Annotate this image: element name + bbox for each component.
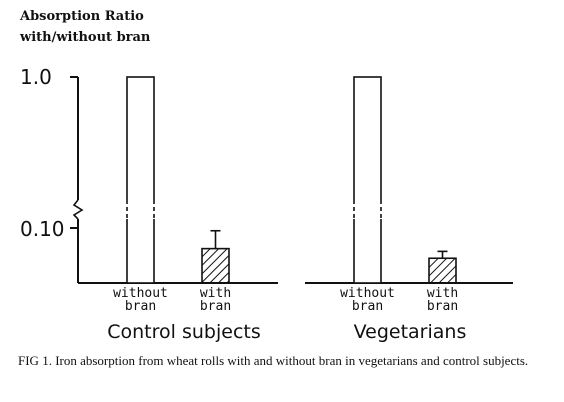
- y-tick-label-1: 1.0: [20, 65, 52, 89]
- category-label-2-1-1: without: [340, 286, 395, 301]
- bar-2-2: [428, 257, 457, 284]
- bar-1-2: [201, 247, 230, 284]
- category-label-1-2-2: bran: [200, 299, 231, 314]
- y-axis-label-line-1: Absorption Ratio: [19, 9, 144, 24]
- y-axis-break: [72, 199, 84, 220]
- category-label-1-1-1: without: [113, 286, 168, 301]
- category-label-1-2-1: with: [200, 286, 231, 301]
- panel-label-control: Control subjects: [107, 321, 260, 343]
- y-tick-label-0.10: 0.10: [20, 217, 65, 241]
- panel-label-vegetarians: Vegetarians: [354, 321, 467, 343]
- bar-2-1: [353, 76, 382, 284]
- bar-1-1: [126, 76, 155, 284]
- category-label-1-1-2: bran: [125, 299, 156, 314]
- figure: Absorption Ratio with/without bran 1.0 0…: [19, 9, 513, 343]
- bar-break-1-1: [126, 200, 155, 219]
- bar-break-2-1: [353, 200, 382, 219]
- y-axis-label-line-2: with/without bran: [19, 30, 151, 45]
- category-label-2-2-1: with: [427, 286, 458, 301]
- category-label-2-1-2: bran: [352, 299, 383, 314]
- figure-caption: FIG 1. Iron absorption from wheat rolls …: [18, 353, 529, 368]
- category-label-2-2-2: bran: [427, 299, 458, 314]
